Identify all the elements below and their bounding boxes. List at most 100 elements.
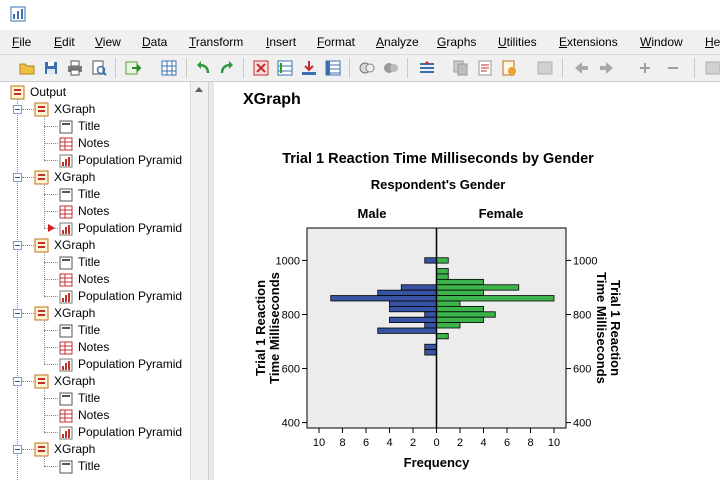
population-pyramid-chart[interactable]: Trial 1 Reaction Time Milliseconds by Ge… bbox=[214, 82, 720, 480]
spss-output-icon bbox=[10, 6, 26, 22]
tree-collapse-toggle[interactable] bbox=[13, 309, 22, 318]
tree-collapse-toggle[interactable] bbox=[13, 241, 22, 250]
tree-item-label: XGraph bbox=[54, 238, 96, 252]
menu-transform[interactable]: Transform bbox=[189, 35, 244, 49]
tree-item-label: Population Pyramid bbox=[78, 221, 183, 235]
open-folder-icon[interactable] bbox=[18, 59, 36, 77]
female-bar bbox=[436, 322, 461, 329]
menu-utilities[interactable]: Utilities bbox=[498, 35, 537, 49]
print-icon[interactable] bbox=[66, 59, 84, 77]
outline-pane: Output XGraph Title Notes Population Pyramid… bbox=[0, 82, 190, 480]
x-tick-label-left: 2 bbox=[410, 437, 416, 449]
panel-title: Respondent's Gender bbox=[371, 177, 506, 192]
y-tick-label-left: 1000 bbox=[276, 255, 300, 267]
goto-case-icon[interactable] bbox=[276, 59, 294, 77]
tree-collapse-toggle[interactable] bbox=[13, 445, 22, 454]
female-bar bbox=[436, 278, 484, 286]
select-last-output-icon[interactable] bbox=[418, 59, 436, 77]
redo-icon[interactable] bbox=[218, 59, 236, 77]
tree-item-label: Notes bbox=[78, 272, 110, 286]
male-bar bbox=[377, 289, 437, 296]
collapse-icon[interactable] bbox=[664, 59, 682, 77]
menu-extensions[interactable]: Extensions bbox=[559, 35, 618, 49]
female-bar bbox=[436, 289, 484, 296]
tree-collapse-toggle[interactable] bbox=[13, 173, 22, 182]
chart-icon bbox=[58, 289, 74, 304]
male-bar bbox=[377, 327, 437, 334]
tree-collapse-toggle[interactable] bbox=[13, 377, 22, 386]
show-icon[interactable] bbox=[704, 59, 720, 77]
insert-output-icon[interactable] bbox=[476, 59, 494, 77]
disabled-tool-icon[interactable] bbox=[536, 59, 554, 77]
menu-graphs[interactable]: Graphs bbox=[437, 35, 477, 49]
goto-data-icon[interactable] bbox=[252, 59, 270, 77]
tree-connector bbox=[44, 211, 58, 212]
print-preview-icon[interactable] bbox=[90, 59, 108, 77]
tree-item-label: Title bbox=[78, 187, 101, 201]
tree-collapse-toggle[interactable] bbox=[13, 105, 22, 114]
svg-text:Trial 1 ReactionTime Milliseco: Trial 1 ReactionTime Milliseconds bbox=[594, 272, 623, 384]
male-bar bbox=[424, 349, 437, 356]
undo-icon[interactable] bbox=[194, 59, 212, 77]
menu-analyze[interactable]: Analyze bbox=[376, 35, 419, 49]
female-bar bbox=[436, 316, 484, 323]
tree-connector bbox=[44, 194, 58, 195]
menu-he[interactable]: He bbox=[705, 35, 720, 49]
menu-view[interactable]: View bbox=[95, 35, 121, 49]
male-bar bbox=[389, 305, 437, 313]
variables-icon[interactable] bbox=[324, 59, 342, 77]
output-book-icon bbox=[10, 85, 26, 100]
notes-table-icon bbox=[58, 408, 74, 423]
y-tick-label-right: 800 bbox=[573, 309, 591, 321]
menu-format[interactable]: Format bbox=[317, 35, 356, 49]
tree-connector bbox=[44, 432, 58, 433]
tree-connector bbox=[22, 313, 34, 314]
notes-table-icon bbox=[58, 136, 74, 151]
tree-connector bbox=[22, 109, 34, 110]
tree-item-label: XGraph bbox=[54, 170, 96, 184]
tree-connector bbox=[44, 389, 45, 432]
menu-bar: File Edit View Data Transform Insert Format Ana… bbox=[0, 30, 720, 55]
x-tick-label-left: 10 bbox=[313, 437, 325, 449]
x-tick-label-left: 0 bbox=[433, 437, 439, 449]
menu-file[interactable]: File bbox=[12, 35, 32, 49]
tree-connector bbox=[22, 245, 34, 246]
title-icon bbox=[58, 187, 74, 202]
outline-scrollbar[interactable] bbox=[190, 82, 208, 480]
tree-connector bbox=[22, 177, 34, 178]
male-bar bbox=[424, 322, 437, 329]
hide-icon[interactable] bbox=[382, 59, 400, 77]
x-tick-label-left: 8 bbox=[339, 437, 345, 449]
forward-arrow-icon[interactable] bbox=[598, 59, 616, 77]
scroll-up-arrow-icon[interactable] bbox=[195, 87, 203, 92]
x-tick-label-left: 4 bbox=[386, 437, 392, 449]
notes-table-icon bbox=[58, 340, 74, 355]
male-bar bbox=[400, 284, 437, 291]
tree-item-label: XGraph bbox=[54, 102, 96, 116]
goto-variable-icon[interactable] bbox=[300, 59, 318, 77]
toolbar-separator bbox=[243, 58, 244, 78]
tree-item-label: Notes bbox=[78, 136, 110, 150]
tree-connector bbox=[44, 415, 58, 416]
menu-insert[interactable]: Insert bbox=[266, 35, 297, 49]
tree-connector bbox=[44, 262, 58, 263]
title-icon bbox=[58, 323, 74, 338]
tree-connector bbox=[17, 96, 18, 480]
chart-title: Trial 1 Reaction Time Milliseconds by Ge… bbox=[282, 151, 594, 167]
back-arrow-icon[interactable] bbox=[572, 59, 590, 77]
export-icon[interactable] bbox=[124, 59, 142, 77]
x-tick-label-left: 6 bbox=[363, 437, 369, 449]
menu-data[interactable]: Data bbox=[142, 35, 168, 49]
notes-table-icon bbox=[58, 272, 74, 287]
expand-icon[interactable] bbox=[636, 59, 654, 77]
tree-item-label: Population Pyramid bbox=[78, 289, 183, 303]
menu-window[interactable]: Window bbox=[640, 35, 683, 49]
notes-table-icon bbox=[58, 204, 74, 219]
data-view-icon[interactable] bbox=[160, 59, 178, 77]
menu-edit[interactable]: Edit bbox=[54, 35, 75, 49]
y-axis-label-left: Trial 1 ReactionTime Milliseconds bbox=[253, 272, 282, 384]
show-all-icon[interactable] bbox=[358, 59, 376, 77]
save-icon[interactable] bbox=[42, 59, 60, 77]
copy-icon[interactable] bbox=[452, 59, 470, 77]
designate-window-icon[interactable] bbox=[500, 59, 518, 77]
